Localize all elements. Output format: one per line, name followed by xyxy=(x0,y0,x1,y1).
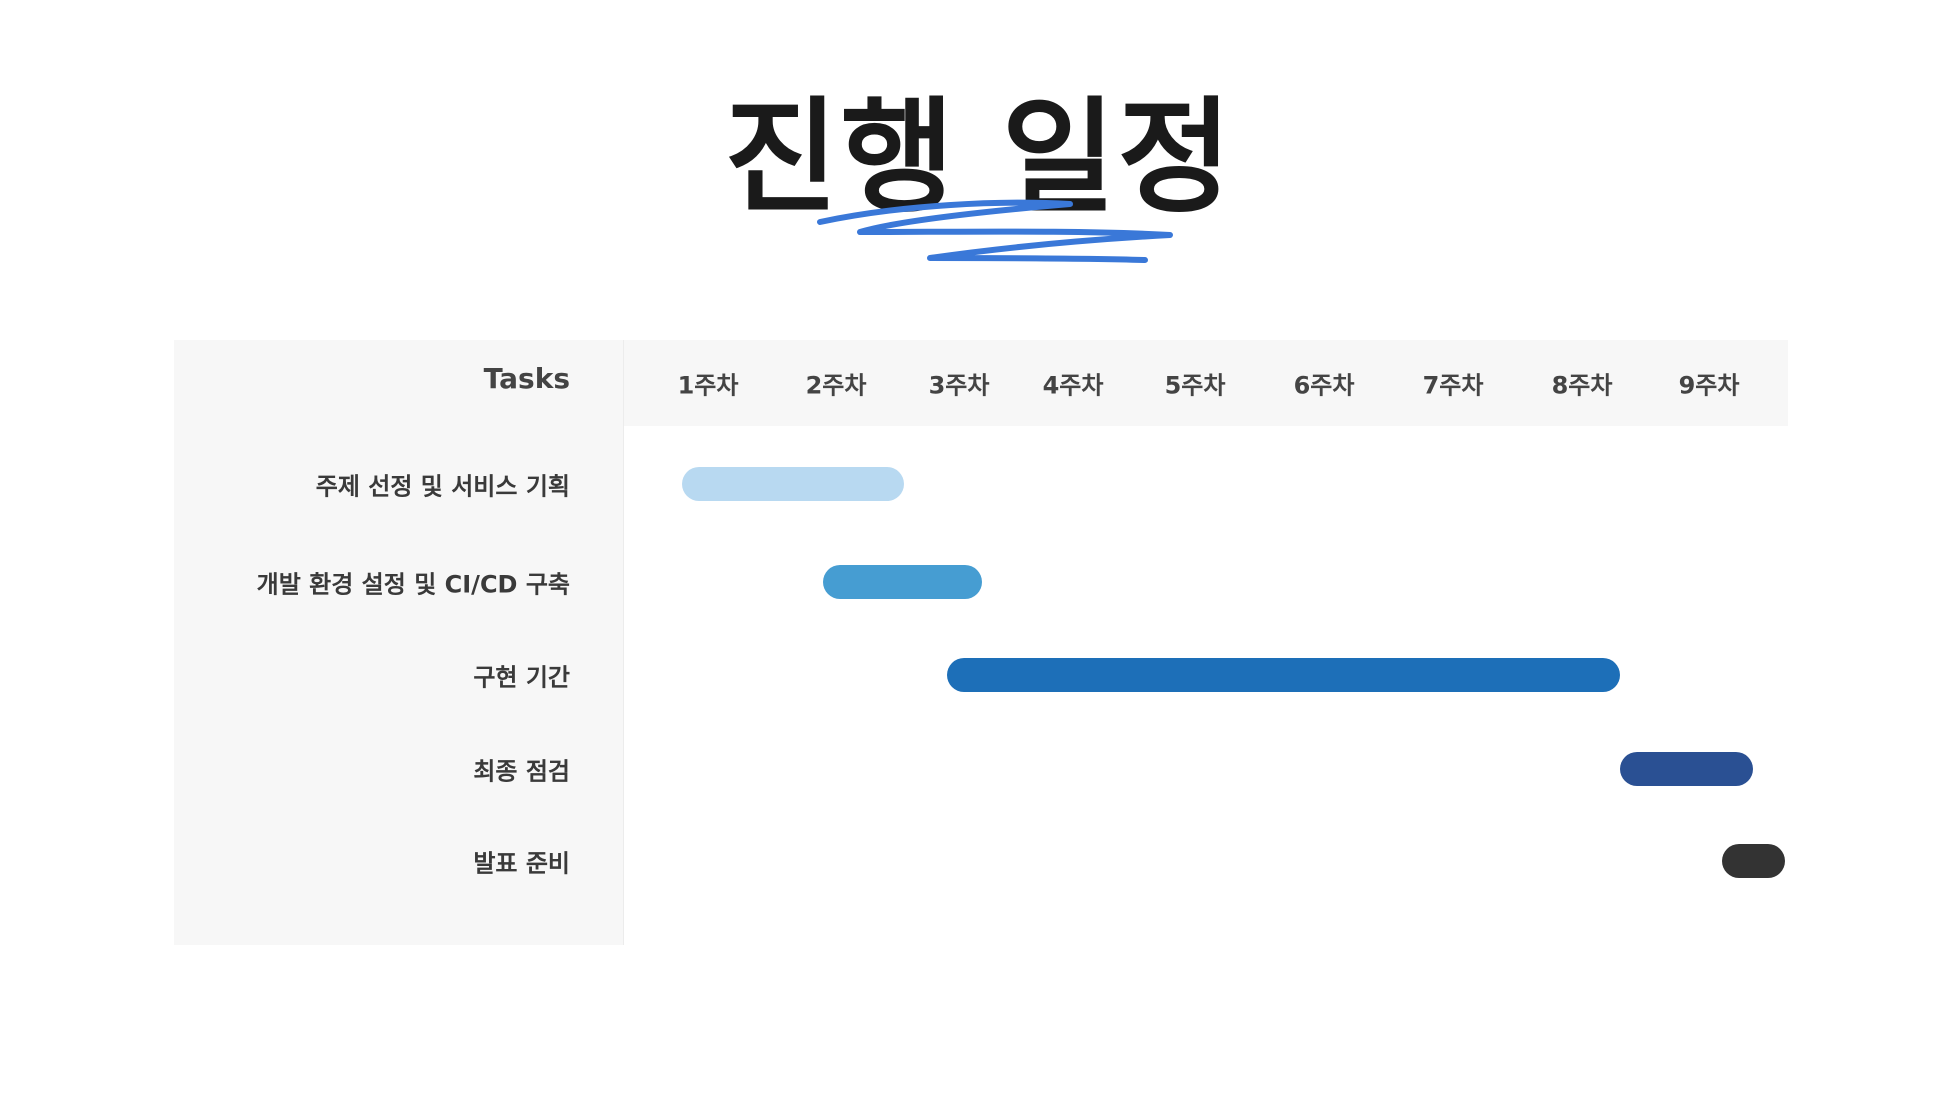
week-label: 6주차 xyxy=(1293,371,1355,400)
week-label: 9주차 xyxy=(1678,371,1740,400)
week-header-strip xyxy=(624,340,1788,426)
week-label: 7주차 xyxy=(1422,371,1484,400)
task-panel xyxy=(174,340,624,945)
week-label: 1주차 xyxy=(677,371,739,400)
task-label: 발표 준비 xyxy=(473,849,570,878)
week-label: 8주차 xyxy=(1551,371,1613,400)
week-label: 5주차 xyxy=(1164,371,1226,400)
week-label: 4주차 xyxy=(1042,371,1104,400)
task-bar xyxy=(682,467,904,501)
task-label: 개발 환경 설정 및 CI/CD 구축 xyxy=(256,570,570,599)
task-bar xyxy=(1721,844,1786,878)
slide-title: 진행 일정 xyxy=(724,86,1234,230)
task-label: 최종 점검 xyxy=(473,757,570,786)
task-bar xyxy=(946,658,1621,692)
task-bar xyxy=(823,565,982,599)
task-label: 주제 선정 및 서비스 기획 xyxy=(315,472,570,501)
week-label: 3주차 xyxy=(928,371,990,400)
week-label: 2주차 xyxy=(805,371,867,400)
task-label: 구현 기간 xyxy=(473,663,570,692)
panel-divider xyxy=(623,340,624,945)
tasks-header: Tasks xyxy=(483,362,570,395)
task-bar xyxy=(1620,752,1754,786)
